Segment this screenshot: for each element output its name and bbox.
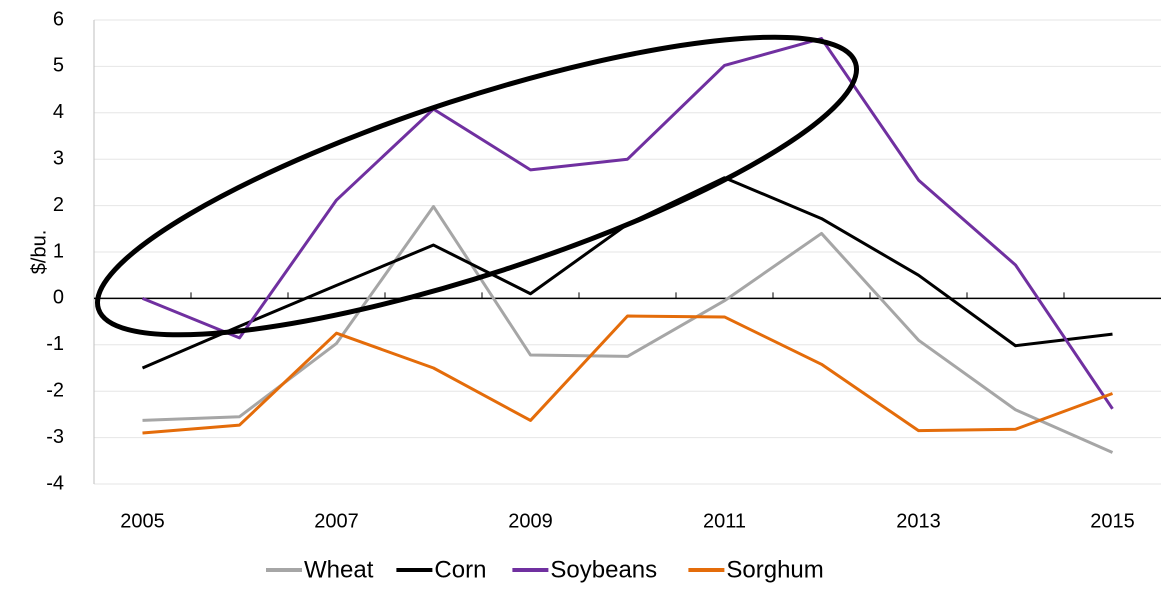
y-tick-label: -4	[46, 472, 64, 494]
x-tick-label: 2005	[120, 510, 165, 532]
y-tick-label: -2	[46, 379, 64, 401]
y-tick-label: -3	[46, 426, 64, 448]
x-tick-label: 2013	[896, 510, 941, 532]
y-tick-label: 2	[53, 194, 64, 216]
legend-label: Corn	[434, 556, 486, 583]
annotation-ellipse	[95, 34, 859, 338]
series-line	[142, 205, 1114, 454]
x-tick-label: 2007	[314, 510, 359, 532]
y-axis-label: $/bu.	[28, 230, 50, 274]
series-line	[142, 314, 1114, 435]
y-tick-label: 4	[53, 101, 64, 123]
legend-label: Sorghum	[726, 556, 823, 583]
x-tick-label: 2015	[1090, 510, 1135, 532]
y-tick-label: 0	[53, 287, 64, 309]
y-tick-label: 6	[53, 8, 64, 30]
x-tick-label: 2011	[703, 510, 746, 532]
y-tick-label: 3	[53, 147, 64, 169]
y-tick-label: -1	[46, 333, 64, 355]
series-line	[141, 37, 1114, 410]
x-tick-label: 2009	[508, 510, 553, 532]
y-tick-label: 1	[53, 240, 64, 262]
y-tick-label: 5	[53, 55, 64, 77]
series-line	[141, 176, 1113, 370]
legend-label: Wheat	[304, 556, 374, 583]
legend-label: Soybeans	[550, 556, 657, 583]
